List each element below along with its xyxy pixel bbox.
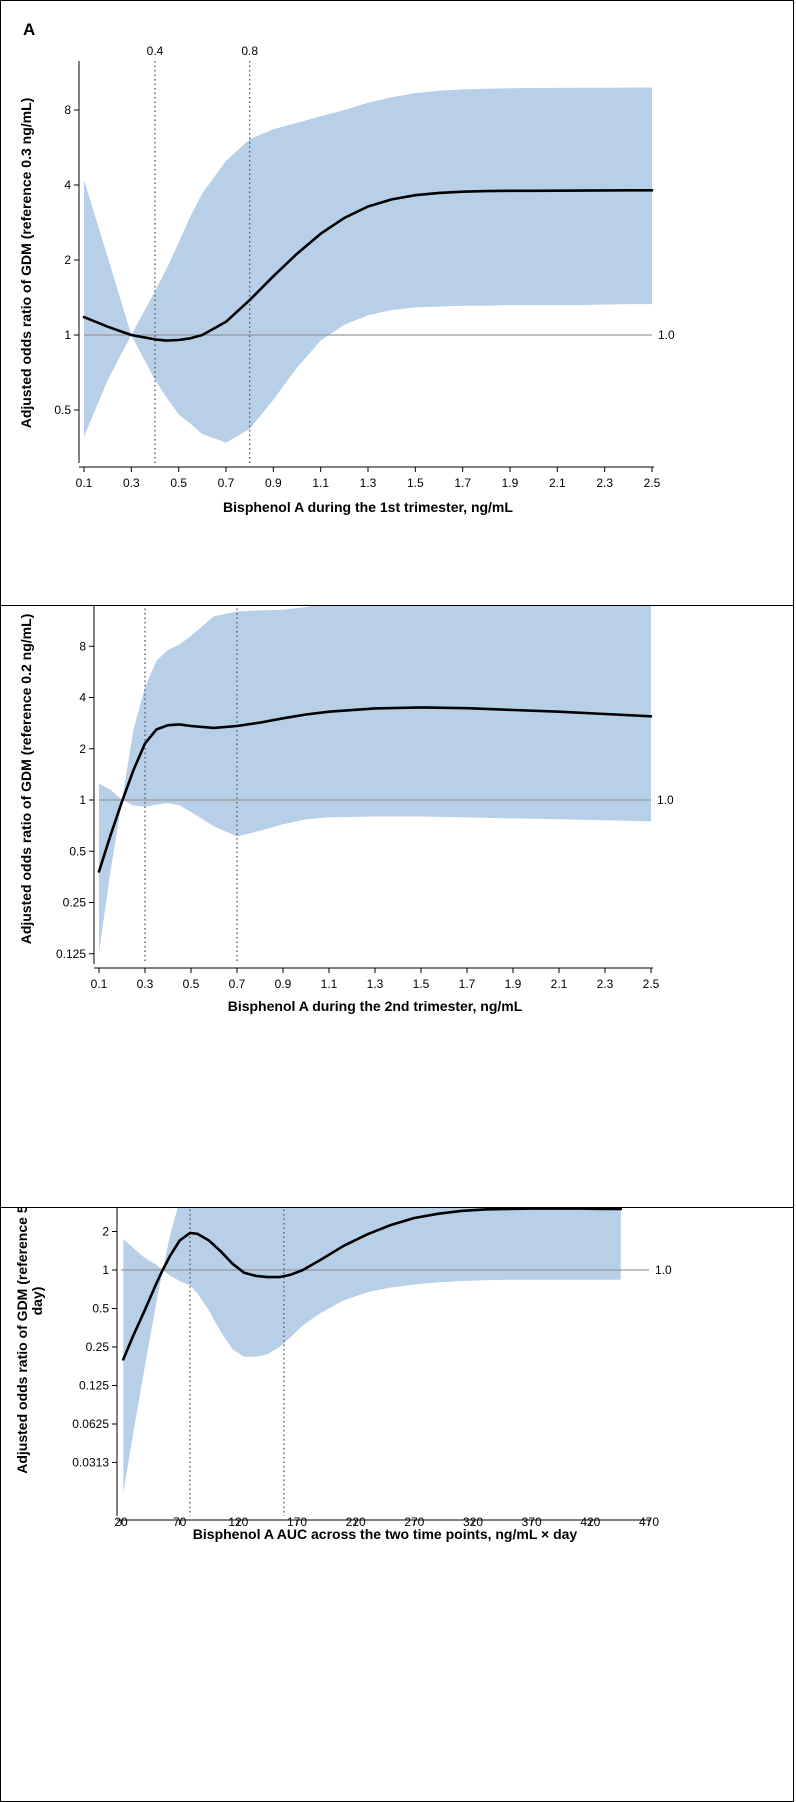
x-tick-label: 2.5 — [644, 476, 661, 490]
y-tick-label: 2 — [64, 253, 71, 267]
x-axis-label: Bisphenol A during the 2nd trimester, ng… — [228, 998, 523, 1014]
y-tick-label: 0.5 — [54, 403, 71, 417]
x-tick-label: 2.5 — [643, 977, 660, 991]
x-tick-label: 470 — [639, 1515, 659, 1529]
y-tick-label: 2 — [79, 742, 86, 756]
y-tick-label: 0.5 — [69, 844, 86, 858]
odds-ratio-curve — [97, 706, 653, 873]
reference-line-label: 1.0 — [658, 328, 675, 342]
x-tick-label: 2.1 — [551, 977, 568, 991]
x-tick-label: 220 — [346, 1515, 366, 1529]
x-tick-label: 0.7 — [229, 977, 246, 991]
odds-ratio-curve — [122, 1208, 623, 1361]
x-tick-label: 20 — [114, 1515, 128, 1529]
x-tick-label: 1.3 — [367, 977, 384, 991]
panel-c: 1.078.8158.80.03130.06250.1250.250.51248… — [0, 1207, 794, 1802]
chart-b: 1.00.30.70.1250.250.51248160.10.30.50.70… — [18, 606, 674, 1014]
y-axis-label: Adjusted odds ratio of GDM (reference 0.… — [18, 614, 34, 945]
x-tick-label: 70 — [173, 1515, 187, 1529]
reference-line-label: 1.0 — [657, 793, 674, 807]
x-tick-label: 0.9 — [265, 476, 282, 490]
x-tick-label: 420 — [580, 1515, 600, 1529]
ci-band — [99, 606, 651, 952]
panel-letter: A — [23, 20, 35, 39]
x-tick-label: 1.7 — [454, 476, 471, 490]
y-tick-label: 4 — [64, 178, 71, 192]
y-tick-label: 0.25 — [86, 1340, 110, 1354]
y-tick-label: 4 — [79, 691, 86, 705]
x-tick-label: 1.5 — [407, 476, 424, 490]
x-tick-label: 1.1 — [321, 977, 338, 991]
ci-band — [123, 1208, 621, 1494]
x-tick-label: 0.3 — [123, 476, 140, 490]
x-tick-label: 120 — [228, 1515, 248, 1529]
chart-a: 1.0 0.4 0.8 0.5 1 2 4 8 0.1 0.3 0.5 0.7 0.9 1.1 1.3 1.5… — [18, 20, 675, 515]
odds-ratio-curve — [82, 189, 654, 342]
x-tick-label: 1.5 — [413, 977, 430, 991]
ci-band — [84, 87, 652, 443]
x-tick-label: 170 — [287, 1515, 307, 1529]
panel-a: 1.0 0.4 0.8 0.5 1 2 4 8 0.1 0.3 0.5 0.7 0.9 1.1 1.3 1.5… — [0, 0, 794, 606]
reference-line-label: 1.0 — [655, 1263, 672, 1277]
x-tick-label: 2.1 — [549, 476, 566, 490]
x-tick-label: 1.3 — [360, 476, 377, 490]
y-tick-label: 1 — [79, 793, 86, 807]
x-axis-label: Bisphenol A during the 1st trimester, ng… — [223, 499, 513, 515]
x-tick-label: 1.9 — [502, 476, 519, 490]
x-tick-label: 1.7 — [459, 977, 476, 991]
y-tick-label: 0.125 — [79, 1379, 109, 1393]
x-axis-label: Bisphenol A AUC across the two time poin… — [193, 1526, 578, 1542]
x-tick-label: 2.3 — [597, 977, 614, 991]
y-axis-label: Adjusted odds ratio of GDM (reference 55… — [14, 1208, 45, 1474]
y-tick-label: 1 — [102, 1263, 109, 1277]
x-tick-label: 0.5 — [170, 476, 187, 490]
y-tick-label: 0.5 — [92, 1302, 109, 1316]
x-tick-label: 0.7 — [218, 476, 235, 490]
x-tick-label: 1.1 — [312, 476, 329, 490]
y-tick-label: 0.0625 — [72, 1417, 109, 1431]
y-tick-label: 0.25 — [63, 896, 87, 910]
x-tick-label: 320 — [463, 1515, 483, 1529]
y-tick-label: 0.0313 — [72, 1455, 109, 1469]
x-tick-label: 2.3 — [596, 476, 613, 490]
x-tick-label: 1.9 — [505, 977, 522, 991]
y-tick-label: 0.125 — [56, 947, 86, 961]
x-tick-label: 0.9 — [275, 977, 292, 991]
y-tick-label: 2 — [102, 1225, 109, 1239]
x-tick-label: 0.5 — [183, 977, 200, 991]
x-tick-label: 270 — [404, 1515, 424, 1529]
vertical-marker-label: 0.4 — [147, 44, 164, 58]
y-tick-label: 1 — [64, 328, 71, 342]
y-tick-label: 8 — [64, 103, 71, 117]
chart-c: 1.078.8158.80.03130.06250.1250.250.51248… — [14, 1208, 672, 1542]
y-tick-label: 8 — [79, 639, 86, 653]
x-tick-label: 0.3 — [137, 977, 154, 991]
vertical-marker-label: 0.8 — [241, 44, 258, 58]
x-tick-label: 370 — [522, 1515, 542, 1529]
y-axis-label: Adjusted odds ratio of GDM (reference 0.… — [18, 98, 34, 429]
x-tick-label: 0.1 — [91, 977, 108, 991]
panel-b: 1.00.30.70.1250.250.51248160.10.30.50.70… — [0, 605, 794, 1208]
x-tick-label: 0.1 — [76, 476, 93, 490]
